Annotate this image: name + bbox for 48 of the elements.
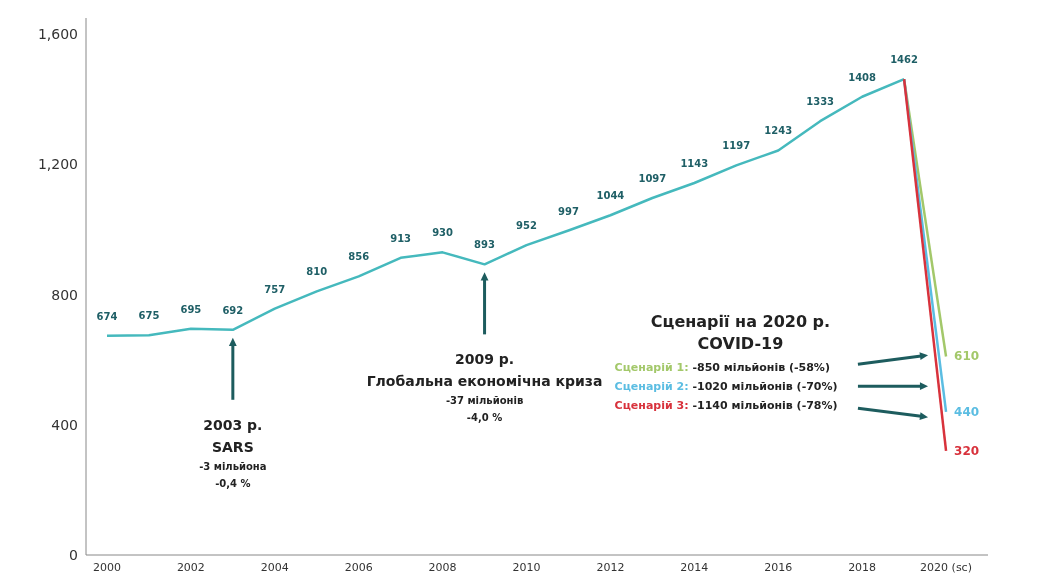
data-label: 1243 xyxy=(764,125,793,137)
data-label: 320 xyxy=(954,443,980,458)
data-label: 695 xyxy=(180,303,202,315)
x-tick-label: 2010 xyxy=(512,560,541,574)
x-tick-label: 2002 xyxy=(176,560,205,574)
data-label: 856 xyxy=(348,251,370,263)
data-label: 692 xyxy=(222,304,244,316)
data-label: 757 xyxy=(264,283,286,295)
text: Сценарій 1: xyxy=(614,361,689,375)
data-label: 1044 xyxy=(596,190,625,202)
y-tick-label: 800 xyxy=(51,286,78,303)
x-tick-label: 2006 xyxy=(344,560,373,574)
annotation: Сценарії на 2020 р. COVID-19 xyxy=(650,312,831,354)
x-tick-label: 2008 xyxy=(428,560,457,574)
annotation: -1020 мільйонів (-70%) xyxy=(688,380,838,394)
x-tick-label: 2020 (sc) xyxy=(920,560,972,574)
annotation: -1140 мільйонів (-78%) xyxy=(688,399,838,413)
text: Сценарій 3: xyxy=(614,399,689,413)
data-label: 997 xyxy=(558,205,579,217)
data-label: 1143 xyxy=(680,158,709,170)
x-tick-label: 2012 xyxy=(596,560,625,574)
data-label: 913 xyxy=(390,232,412,244)
y-tick-label: 400 xyxy=(51,416,78,433)
x-tick-label: 2014 xyxy=(680,560,709,574)
data-label: 440 xyxy=(954,404,980,419)
text: Сценарій 2: xyxy=(614,380,689,394)
y-tick-label: 0 xyxy=(69,546,78,563)
x-tick-label: 2016 xyxy=(764,560,793,574)
data-label: 1333 xyxy=(806,96,835,108)
data-label: 1462 xyxy=(890,54,919,66)
data-label: 893 xyxy=(474,239,496,251)
x-tick-label: 2018 xyxy=(848,560,877,574)
data-label: 810 xyxy=(306,266,328,278)
data-label: 930 xyxy=(432,227,454,239)
data-label: 1408 xyxy=(848,71,877,83)
data-label: 675 xyxy=(138,310,160,322)
data-label: 1097 xyxy=(638,172,667,184)
x-tick-label: 2000 xyxy=(92,560,121,574)
x-tick-label: 2004 xyxy=(260,560,289,574)
annotation: 2009 р. Глобальна економічна криза -37 мільйонів -4,0 % xyxy=(366,351,603,424)
annotation: -850 мільйонів (-58%) xyxy=(688,361,830,375)
y-tick-label: 1,600 xyxy=(37,26,78,43)
data-label: 952 xyxy=(516,220,537,232)
y-tick-label: 1,200 xyxy=(37,156,78,173)
data-label: 1197 xyxy=(722,140,751,152)
data-label: 610 xyxy=(954,349,980,364)
data-label: 674 xyxy=(96,310,118,322)
annotation: 2003 р. SARS -3 мільйона -0,4 % xyxy=(199,416,267,489)
